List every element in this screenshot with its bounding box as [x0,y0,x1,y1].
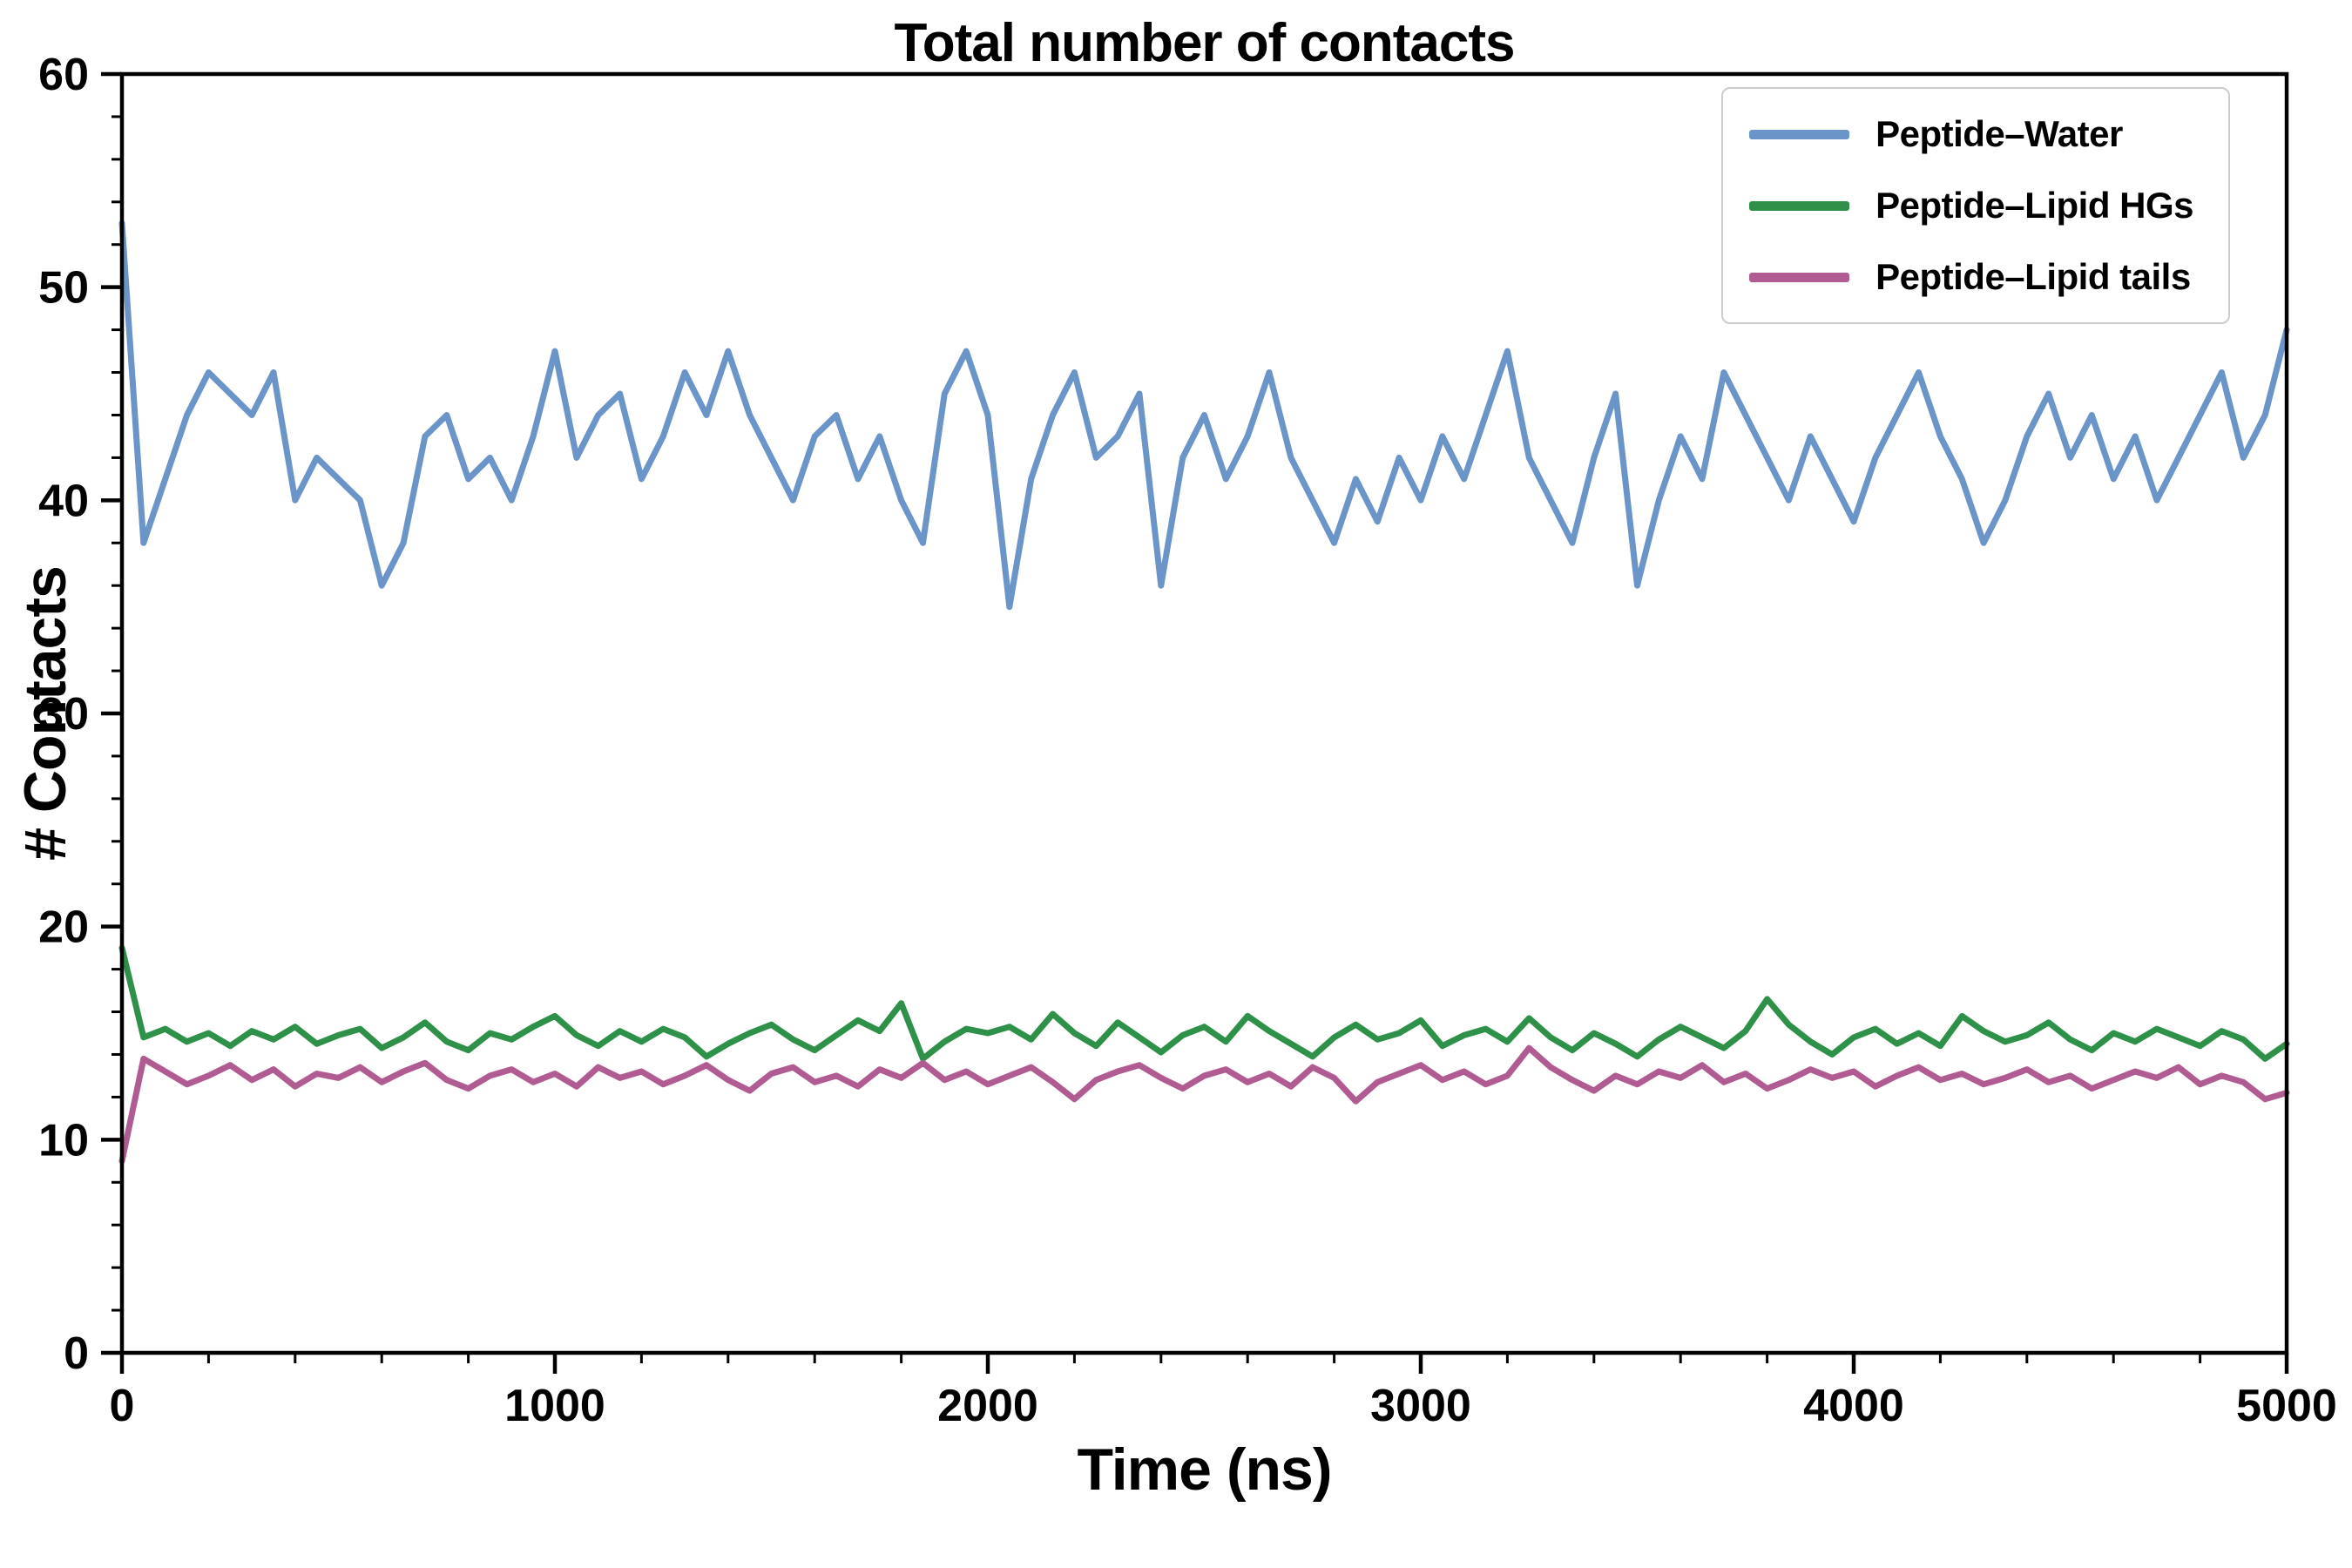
legend-swatch [1749,272,1850,282]
svg-text:50: 50 [38,263,89,314]
legend: Peptide–Water Peptide–Lipid HGs Peptide–Li… [1721,87,2230,324]
svg-text:0: 0 [110,1381,135,1431]
svg-text:30: 30 [38,689,89,740]
legend-label: Peptide–Lipid tails [1876,256,2191,297]
svg-text:10: 10 [38,1115,89,1166]
svg-text:0: 0 [64,1328,89,1379]
legend-entry: Peptide–Lipid HGs [1749,185,2193,226]
svg-text:3000: 3000 [1370,1381,1471,1431]
svg-text:5000: 5000 [2236,1381,2337,1431]
svg-text:2000: 2000 [937,1381,1038,1431]
svg-text:1000: 1000 [504,1381,605,1431]
svg-text:20: 20 [38,902,89,953]
legend-swatch [1749,200,1850,211]
svg-text:60: 60 [38,50,89,100]
chart-title: Total number of contacts [894,13,1515,73]
svg-text:40: 40 [38,476,89,526]
legend-swatch [1749,129,1850,139]
x-axis-label: Time (ns) [1077,1436,1332,1503]
svg-text:4000: 4000 [1803,1381,1904,1431]
legend-entry: Peptide–Lipid tails [1749,256,2193,298]
legend-label: Peptide–Lipid HGs [1876,185,2193,226]
legend-label: Peptide–Water [1876,113,2123,154]
legend-entry: Peptide–Water [1749,113,2193,155]
